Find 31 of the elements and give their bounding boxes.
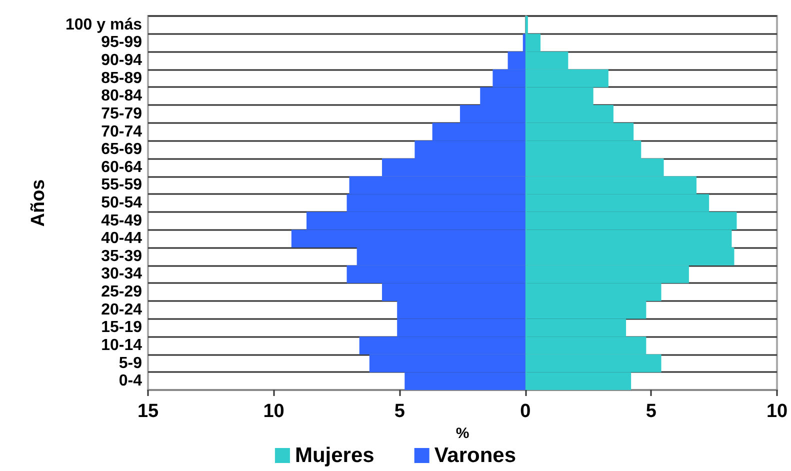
- y-tick-label: 65-69: [101, 141, 142, 158]
- y-tick-label: 30-34: [101, 266, 142, 283]
- x-tick-label: 5: [394, 401, 406, 422]
- legend-label: Mujeres: [294, 444, 374, 467]
- x-tick-label: 10: [766, 401, 788, 422]
- y-tick-label: 70-74: [101, 123, 142, 140]
- y-tick-label: 20-24: [101, 301, 142, 318]
- y-tick-label: 0-4: [118, 372, 142, 390]
- y-tick-label: 10-14: [101, 336, 142, 354]
- x-tick-label: 0: [520, 401, 531, 422]
- y-tick-label: 55-59: [101, 176, 142, 194]
- x-tick-label: 5: [646, 401, 657, 422]
- x-axis-title: %: [456, 425, 470, 442]
- y-tick-label: 100 y más: [65, 16, 142, 34]
- y-tick-label: 25-29: [101, 284, 142, 301]
- y-tick-label: 90-94: [101, 52, 142, 70]
- y-tick-label: 60-64: [101, 158, 142, 176]
- y-tick-label: 95-99: [101, 34, 142, 52]
- y-tick-label: 5-9: [118, 354, 142, 372]
- y-tick-label: 80-84: [101, 88, 142, 105]
- y-axis-title: Años: [28, 179, 49, 227]
- y-tick-label: 85-89: [101, 70, 142, 87]
- y-tick-label: 50-54: [101, 194, 142, 212]
- legend-label: Varones: [434, 444, 516, 467]
- y-tick-label: 40-44: [101, 230, 142, 248]
- y-tick-label: 75-79: [101, 105, 142, 122]
- y-tick-label: 35-39: [101, 248, 142, 265]
- x-tick-label: 15: [137, 401, 159, 422]
- y-tick-label: 45-49: [101, 212, 142, 230]
- x-tick-label: 10: [263, 401, 284, 422]
- y-tick-label: 15-19: [101, 319, 142, 336]
